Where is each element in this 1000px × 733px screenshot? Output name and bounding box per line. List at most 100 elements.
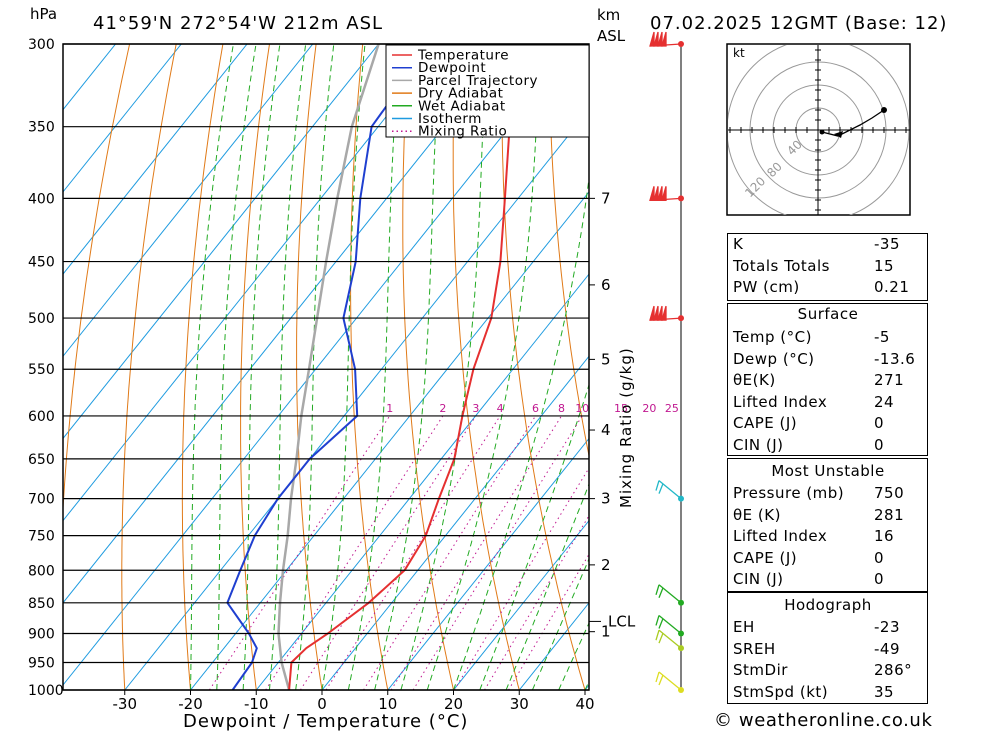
pressure-tick-label: 750	[28, 529, 55, 545]
hpa-label: hPa	[30, 5, 57, 23]
legend-entry: Mixing Ratio	[418, 124, 507, 140]
surface-value: -13.6	[874, 349, 916, 368]
x-tick-label: 30	[510, 695, 529, 713]
pressure-tick-label: 300	[28, 37, 55, 53]
isotherm-line	[124, 108, 589, 690]
hodograph-value: 35	[874, 682, 895, 701]
mixing-ratio-label: 15	[614, 402, 628, 415]
km-tick-label: 1	[601, 623, 611, 641]
isotherm-line	[255, 273, 589, 690]
hodograph-value: -23	[874, 618, 900, 636]
most-unstable-label: Pressure (mb)	[733, 484, 845, 502]
most-unstable-value: 0	[874, 548, 885, 567]
index-row: K -35	[728, 234, 928, 256]
most-unstable-row: Lifted Index 16	[728, 526, 928, 548]
legend-entry: Dry Adiabat	[418, 86, 503, 102]
pressure-tick-label: 800	[28, 563, 55, 579]
surface-row: Lifted Index 24	[728, 392, 928, 414]
dry-adiabat-line	[548, 44, 589, 459]
mixing-ratio-label: 25	[665, 402, 679, 415]
wind-barb	[655, 584, 682, 604]
pressure-tick-label: 350	[28, 120, 55, 136]
surface-row: Dewp (°C) -13.6	[728, 349, 928, 371]
hodograph-label: StmSpd (kt)	[733, 682, 829, 701]
hodograph-row: SREH -49	[728, 639, 928, 661]
most-unstable-row: Pressure (mb) 750	[728, 483, 928, 505]
legend-entry: Wet Adiabat	[418, 98, 506, 114]
isotherm-line	[387, 437, 589, 690]
pressure-tick-label: 1000	[28, 683, 64, 699]
surface-label: CIN (J)	[733, 435, 784, 454]
most-unstable-value: 750	[874, 484, 905, 502]
plot-frame	[62, 43, 590, 691]
hodograph-title: Hodograph	[784, 596, 872, 614]
most-unstable-value: 281	[874, 505, 905, 524]
mixing-ratio-label: 1	[386, 402, 393, 415]
mixing-ratio-label: 4	[497, 402, 504, 415]
pressure-tick-label: 900	[28, 626, 55, 642]
surface-label: Dewp (°C)	[733, 349, 815, 368]
dewpoint-profile	[226, 44, 433, 690]
lcl-label: LCL	[608, 612, 636, 630]
mixing-ratio-label: 6	[532, 402, 539, 415]
hodograph-point	[881, 107, 887, 113]
legend-entry: Dewpoint	[418, 60, 486, 76]
most-unstable-table: Most Unstable Pressure (mb) 750 θE (K) 281 L…	[727, 458, 928, 592]
hodograph-label: StmDir	[733, 661, 788, 679]
km-tick-label: 2	[601, 556, 611, 574]
wind-barb	[655, 671, 682, 691]
hodograph-value: 286°	[874, 661, 913, 679]
pressure-tick-label: 550	[28, 362, 55, 378]
surface-value: -5	[874, 328, 890, 346]
x-tick-label: 10	[378, 695, 397, 713]
hodograph-row: StmSpd (kt) 35	[728, 682, 928, 704]
x-tick-label: 40	[575, 695, 594, 713]
wind-barb	[649, 186, 682, 202]
index-value: 0.21	[874, 278, 910, 296]
legend-entry: Isotherm	[418, 111, 482, 127]
hodograph-table: Hodograph EH -23 SREH -49 StmDir 286° StmSpd (…	[727, 592, 928, 704]
isotherm-line	[63, 44, 577, 686]
index-row: Totals Totals 15	[728, 256, 928, 278]
pressure-tick-label: 500	[28, 311, 55, 327]
surface-table: Surface Temp (°C) -5 Dewp (°C) -13.6 θE(K) 27…	[727, 303, 928, 456]
wind-barbs	[649, 31, 684, 693]
x-axis-label: Dewpoint / Temperature (°C)	[183, 711, 468, 732]
isotherm-line	[63, 44, 379, 440]
index-label: Totals Totals	[733, 256, 830, 275]
mixing-ratio-label: 8	[558, 402, 565, 415]
indices-table: K -35 Totals Totals 15 PW (cm) 0.21	[727, 233, 928, 301]
surface-label: CAPE (J)	[733, 414, 798, 432]
pressure-tick-label: 650	[28, 452, 55, 468]
most-unstable-row: CAPE (J) 0	[728, 548, 928, 570]
dry-adiabat-line	[969, 44, 1000, 690]
copyright: © weatheronline.co.uk	[714, 710, 933, 731]
x-tick-label: 0	[317, 695, 327, 713]
surface-value: 0	[874, 414, 885, 432]
index-label: K	[733, 235, 744, 253]
mixing-ratio-label: 3	[472, 402, 479, 415]
wind-barb	[649, 305, 682, 321]
mixing-ratio-label: 20	[642, 402, 656, 415]
asl-label: ASL	[597, 27, 626, 45]
temperature-profile	[288, 44, 525, 690]
surface-label: Temp (°C)	[733, 328, 812, 346]
surface-title: Surface	[797, 305, 859, 323]
mixing-ratio-label: 2	[439, 402, 446, 415]
surface-value: 271	[874, 371, 905, 389]
isotherm-line	[63, 44, 182, 193]
x-tick-label: -10	[244, 695, 269, 713]
storm-motion-marker	[834, 131, 843, 138]
hodograph-label: EH	[733, 618, 755, 636]
legend-entry: Parcel Trajectory	[418, 73, 538, 89]
wind-barb	[655, 480, 682, 500]
isotherm-line	[321, 355, 589, 690]
most-unstable-title: Most Unstable	[771, 462, 885, 480]
hodograph-point	[819, 129, 825, 135]
pressure-tick-label: 400	[28, 191, 55, 207]
wet-adiabat-line	[479, 383, 589, 690]
index-value: 15	[874, 256, 895, 275]
